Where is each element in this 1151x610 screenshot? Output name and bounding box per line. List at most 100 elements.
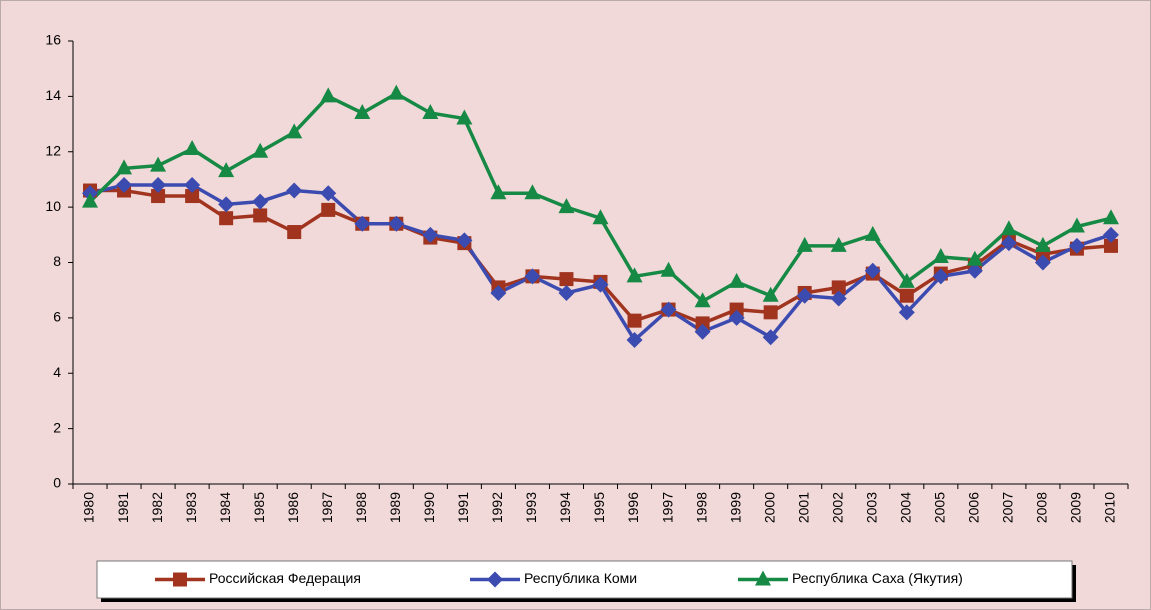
x-tick-label: 1987 <box>319 492 335 523</box>
x-tick-label: 2010 <box>1102 492 1118 523</box>
marker-diamond <box>1034 254 1051 271</box>
marker-diamond <box>1102 226 1119 243</box>
marker-triangle <box>456 109 473 125</box>
marker-diamond <box>252 193 269 210</box>
marker-diamond <box>184 176 201 193</box>
marker-square <box>287 225 302 240</box>
marker-diamond <box>694 323 711 340</box>
marker-triangle <box>524 184 541 200</box>
marker-triangle <box>354 103 371 119</box>
x-tick-label: 1998 <box>693 492 709 523</box>
marker-triangle <box>966 250 983 266</box>
marker-diamond <box>626 332 643 349</box>
marker-triangle <box>82 192 99 208</box>
x-tick-label: 2002 <box>829 492 845 523</box>
x-tick-label: 1995 <box>591 492 607 523</box>
x-tick-label: 2003 <box>863 492 879 523</box>
y-tick-label: 6 <box>53 309 61 325</box>
x-tick-label: 2001 <box>795 492 811 523</box>
marker-square <box>321 202 336 217</box>
y-tick-label: 2 <box>53 419 61 435</box>
marker-diamond <box>864 262 881 279</box>
x-tick-label: 2005 <box>932 492 948 523</box>
marker-square <box>729 302 744 317</box>
marker-diamond <box>456 232 473 249</box>
marker-diamond <box>116 176 133 193</box>
marker-square <box>831 280 846 295</box>
x-tick-label: 1992 <box>489 492 505 523</box>
marker-square <box>151 189 166 204</box>
x-tick-label: 1997 <box>659 492 675 523</box>
marker-diamond <box>422 226 439 243</box>
marker-square <box>1103 238 1118 253</box>
marker-diamond <box>558 284 575 301</box>
marker-diamond <box>660 301 677 318</box>
x-tick-label: 1985 <box>251 492 267 523</box>
marker-diamond <box>966 262 983 279</box>
marker-diamond <box>218 196 235 213</box>
marker-triangle <box>388 84 405 100</box>
y-tick-label: 10 <box>45 198 61 214</box>
marker-triangle <box>830 236 847 252</box>
y-tick-label: 8 <box>53 253 61 269</box>
marker-triangle <box>755 570 771 586</box>
marker-triangle <box>184 139 201 155</box>
x-tick-label: 1982 <box>149 492 165 523</box>
marker-triangle <box>864 225 881 241</box>
legend-label: Республика Коми <box>524 570 637 586</box>
x-tick-label: 1981 <box>115 492 131 523</box>
marker-diamond <box>830 290 847 307</box>
marker-diamond <box>524 268 541 285</box>
x-tick-label: 2008 <box>1034 492 1050 523</box>
marker-triangle <box>558 198 575 214</box>
marker-triangle <box>320 87 337 103</box>
x-tick-label: 2000 <box>761 492 777 523</box>
x-tick-label: 2004 <box>897 492 913 523</box>
marker-diamond <box>150 176 167 193</box>
marker-square <box>627 313 642 328</box>
marker-triangle <box>218 162 235 178</box>
marker-diamond <box>796 287 813 304</box>
marker-triangle <box>932 247 949 263</box>
x-tick-label: 2006 <box>966 492 982 523</box>
marker-triangle <box>660 261 677 277</box>
x-tick-label: 1988 <box>353 492 369 523</box>
marker-triangle <box>1068 217 1085 233</box>
marker-triangle <box>898 272 915 288</box>
marker-diamond <box>490 284 507 301</box>
marker-square <box>899 288 914 303</box>
x-tick-label: 1996 <box>625 492 641 523</box>
y-tick-label: 0 <box>53 475 61 491</box>
marker-square <box>219 211 234 226</box>
marker-diamond <box>898 304 915 321</box>
marker-triangle <box>286 123 303 139</box>
marker-triangle <box>116 159 133 175</box>
marker-triangle <box>150 156 167 172</box>
legend-label: Республика Саха (Якутия) <box>792 570 963 586</box>
marker-square <box>173 572 187 587</box>
y-tick-label: 4 <box>53 364 61 380</box>
marker-square <box>763 305 778 320</box>
marker-triangle <box>762 286 779 302</box>
marker-square <box>559 272 574 287</box>
marker-square <box>253 208 268 223</box>
x-tick-label: 1994 <box>557 492 573 523</box>
marker-triangle <box>592 209 609 225</box>
marker-triangle <box>1102 209 1119 225</box>
marker-diamond <box>592 276 609 293</box>
marker-triangle <box>1000 220 1017 236</box>
x-tick-label: 2007 <box>1000 492 1016 523</box>
x-tick-label: 1980 <box>81 492 97 523</box>
marker-diamond <box>487 571 503 588</box>
x-tick-label: 1990 <box>421 492 437 523</box>
marker-triangle <box>694 292 711 308</box>
marker-triangle <box>728 272 745 288</box>
marker-diamond <box>286 182 303 199</box>
legend-box <box>96 560 1073 599</box>
marker-triangle <box>626 267 643 283</box>
marker-square <box>185 189 200 204</box>
marker-triangle <box>422 103 439 119</box>
marker-diamond <box>1068 237 1085 254</box>
